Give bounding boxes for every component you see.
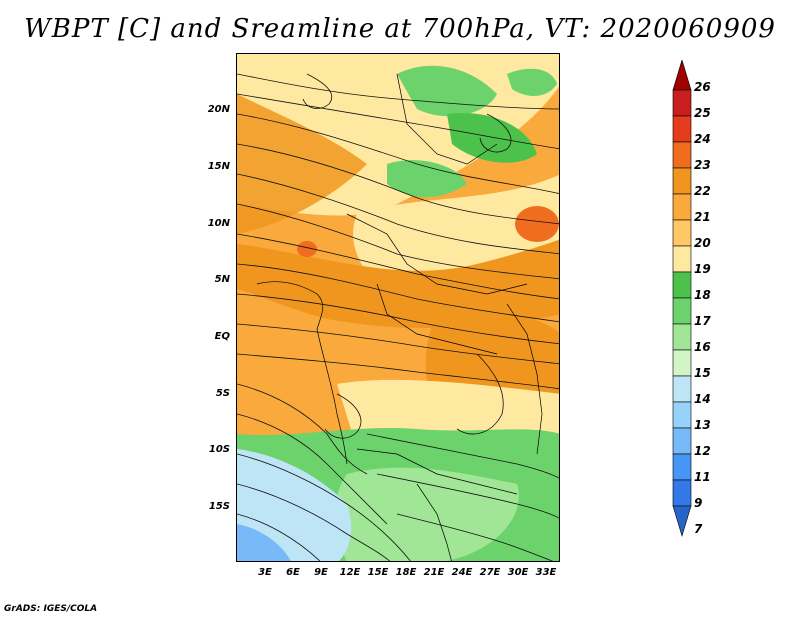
colorbar-label: 18 [694,288,711,302]
x-tick-label: 3E [258,567,272,578]
colorbar-bottom-arrow [672,505,692,538]
x-tick-label: 33E [535,567,557,578]
colorbar-label: 21 [694,210,711,224]
wbpt-field-north-green-3 [387,160,467,198]
map-canvas [237,54,559,561]
wbpt-field-north-green-4 [507,68,557,96]
colorbar-label: 25 [694,106,711,120]
colorbar-segment [672,219,692,247]
colorbar-segment [672,271,692,299]
colorbar-segment [672,323,692,351]
colorbar-label: 16 [694,340,711,354]
colorbar-segment [672,297,692,325]
colorbar-label: 24 [694,132,711,146]
colorbar-label: 19 [694,262,711,276]
y-tick-label: 5S [215,388,230,399]
wbpt-field-south-light-green [335,467,519,561]
colorbar-label: 11 [694,470,711,484]
y-tick-label: 15S [208,501,230,512]
x-tick-label: 15E [367,567,389,578]
x-tick-label: 18E [395,567,417,578]
y-tick-label: EQ [214,331,230,342]
streamlines [237,73,559,561]
wbpt-field-north-orange [237,94,367,234]
y-tick-label: 5N [214,274,230,285]
colorbar-segment [672,115,692,143]
colorbar-segment [672,453,692,481]
colorbar-label: 20 [694,236,711,250]
colorbar-label: 17 [694,314,711,328]
colorbar-label: 13 [694,418,711,432]
chart-title: WBPT [C] and Sreamline at 700hPa, VT: 20… [24,14,776,44]
y-tick-label: 10N [207,218,230,229]
x-tick-label: 6E [286,567,300,578]
x-tick-label: 27E [479,567,501,578]
map-panel [236,53,560,562]
wbpt-field-sw-blue [237,524,291,561]
wbpt-field-sw-cool [237,449,352,561]
colorbar-segment [672,89,692,117]
colorbar-label: 7 [694,522,703,536]
colorbar [672,60,692,538]
credit-text: GrADS: IGES/COLA [4,604,98,614]
x-tick-label: 30E [507,567,529,578]
wbpt-field-north-green-1 [397,65,497,117]
wbpt-field-north-green-2 [447,113,537,163]
x-tick-label: 21E [423,567,445,578]
colorbar-segment [672,401,692,429]
colorbar-segment [672,167,692,195]
country-borders [256,73,543,561]
wbpt-field-hot-spot-1 [515,206,559,242]
y-tick-label: 15N [207,161,230,172]
colorbar-segment [672,349,692,377]
colorbar-label: 15 [694,366,711,380]
wbpt-field-dark-orange-band [237,239,559,329]
x-tick-label: 24E [451,567,473,578]
colorbar-label: 23 [694,158,711,172]
y-tick-label: 10S [208,444,230,455]
colorbar-top-arrow [672,60,692,91]
colorbar-segment [672,479,692,507]
colorbar-segment [672,141,692,169]
colorbar-segment [672,375,692,403]
x-tick-label: 9E [314,567,328,578]
y-tick-label: 20N [207,104,230,115]
wbpt-field-hot-spot-2 [297,241,317,257]
colorbar-segment [672,193,692,221]
colorbar-label: 22 [694,184,711,198]
colorbar-label: 26 [694,80,711,94]
x-tick-label: 12E [339,567,361,578]
colorbar-label: 9 [694,496,703,510]
colorbar-label: 12 [694,444,711,458]
colorbar-segment [672,245,692,273]
colorbar-label: 14 [694,392,711,406]
colorbar-segment [672,427,692,455]
